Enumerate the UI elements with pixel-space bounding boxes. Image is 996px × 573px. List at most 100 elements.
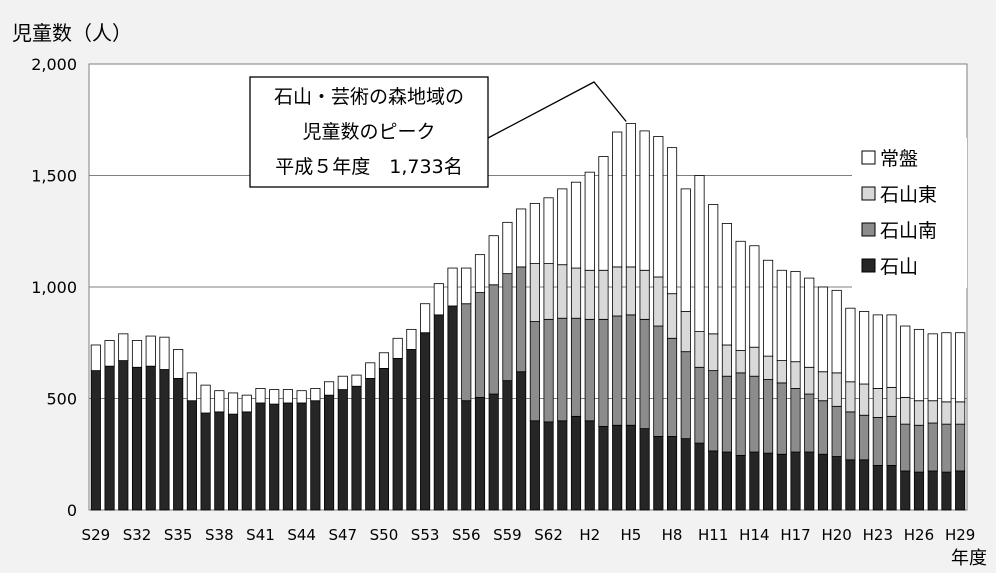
bar-segment [900, 396, 911, 425]
bar-segment [104, 340, 115, 367]
bar-segment [406, 328, 417, 350]
bar-segment [625, 424, 636, 511]
bar-segment [200, 384, 211, 414]
bar-segment [817, 400, 829, 455]
bar-segment [721, 223, 732, 346]
bar-segment [845, 411, 856, 461]
bar-segment [886, 386, 897, 417]
bar-segment [831, 372, 842, 407]
bar-segment [241, 411, 252, 511]
bar-segment [913, 424, 925, 473]
x-tick-label: H5 [620, 526, 641, 544]
bar-segment [296, 390, 307, 404]
bar-segment [666, 337, 678, 437]
bar-segment [598, 425, 609, 511]
bar-segment [570, 415, 582, 511]
bar-segment [598, 156, 609, 271]
x-tick-label: S32 [123, 526, 152, 544]
legend-swatch [861, 258, 876, 273]
x-tick-label: H11 [698, 526, 728, 544]
y-tick-label: 2,000 [31, 55, 77, 74]
callout-line-2: 児童数のピーク [302, 121, 435, 143]
x-tick-label: S38 [205, 526, 234, 544]
bar-segment [214, 390, 225, 413]
bar-segment [337, 375, 348, 390]
bar-segment [516, 266, 527, 373]
bar-segment [488, 284, 499, 395]
x-tick-label: S62 [534, 526, 563, 544]
bar-segment [159, 369, 170, 511]
x-tick-label: S59 [493, 526, 522, 544]
bar-segment [543, 263, 554, 320]
bar-segment [900, 325, 911, 398]
bar-segment [255, 402, 266, 511]
callout-leader-line [487, 81, 627, 139]
bar-segment [282, 402, 293, 511]
bar-segment [666, 436, 678, 511]
bar-segment [557, 420, 568, 511]
bar-segment [749, 346, 760, 377]
bar-segment [269, 389, 280, 405]
bar-segment [502, 221, 513, 275]
bar-segment [927, 470, 938, 511]
bar-segment [351, 374, 362, 387]
bar-segment [776, 269, 787, 361]
bar-segment [859, 383, 870, 416]
bar-segment [859, 311, 870, 385]
legend-swatch [861, 150, 876, 165]
bar-segment [708, 333, 719, 372]
bar-segment [378, 367, 390, 511]
x-tick-label: S53 [411, 526, 440, 544]
peak-callout: 石山・芸術の森地域の 児童数のピーク 平成５年度 1,733名 [249, 76, 627, 188]
bar-segment [118, 333, 129, 361]
legend-label: 石山東 [880, 184, 937, 206]
bar-segment [173, 349, 184, 379]
bar-segment [749, 375, 760, 453]
bar-segment [653, 136, 664, 278]
x-tick-label: S29 [82, 526, 111, 544]
y-tick-label: 1,500 [31, 167, 77, 186]
bar-segment [461, 303, 472, 402]
bar-segment [845, 459, 856, 511]
bar-segment [804, 277, 815, 368]
bar-segment [790, 388, 801, 453]
bar-segment [104, 365, 115, 511]
bar-segment [529, 202, 540, 264]
bar-segment [447, 305, 458, 511]
bar-segment [145, 365, 156, 511]
bar-segment [365, 378, 376, 511]
x-tick-label: S56 [452, 526, 481, 544]
bar-segment [927, 422, 938, 472]
bar-segment [913, 471, 925, 511]
bar-segment [310, 400, 321, 511]
x-tick-label: S44 [287, 526, 316, 544]
bar-segment [872, 388, 883, 418]
bar-segment [776, 453, 787, 511]
bar-segment [927, 400, 938, 424]
bar-segment [955, 401, 966, 425]
bar-segment [708, 204, 719, 335]
bar-segment [653, 436, 664, 511]
callout-line-3: 平成５年度 1,733名 [275, 156, 462, 178]
x-tick-label: S41 [246, 526, 275, 544]
bar-segment [913, 328, 925, 402]
bar-segment [570, 317, 582, 417]
bar-segment [735, 240, 746, 351]
bar-segment [763, 452, 774, 511]
bar-segment [886, 464, 897, 511]
bar-segment [625, 314, 636, 426]
bar-segment [735, 372, 746, 456]
bar-segment [420, 303, 431, 334]
bar-segment [694, 175, 705, 333]
bar-segment [831, 456, 842, 511]
x-tick-label: S35 [164, 526, 193, 544]
x-tick-label: H17 [780, 526, 810, 544]
bar-segment [625, 266, 636, 316]
bar-segment [859, 459, 870, 511]
bar-segment [694, 366, 705, 444]
bars-group [90, 123, 966, 511]
x-tick-label: H23 [863, 526, 893, 544]
bar-segment [118, 360, 129, 511]
bar-segment [324, 394, 335, 511]
